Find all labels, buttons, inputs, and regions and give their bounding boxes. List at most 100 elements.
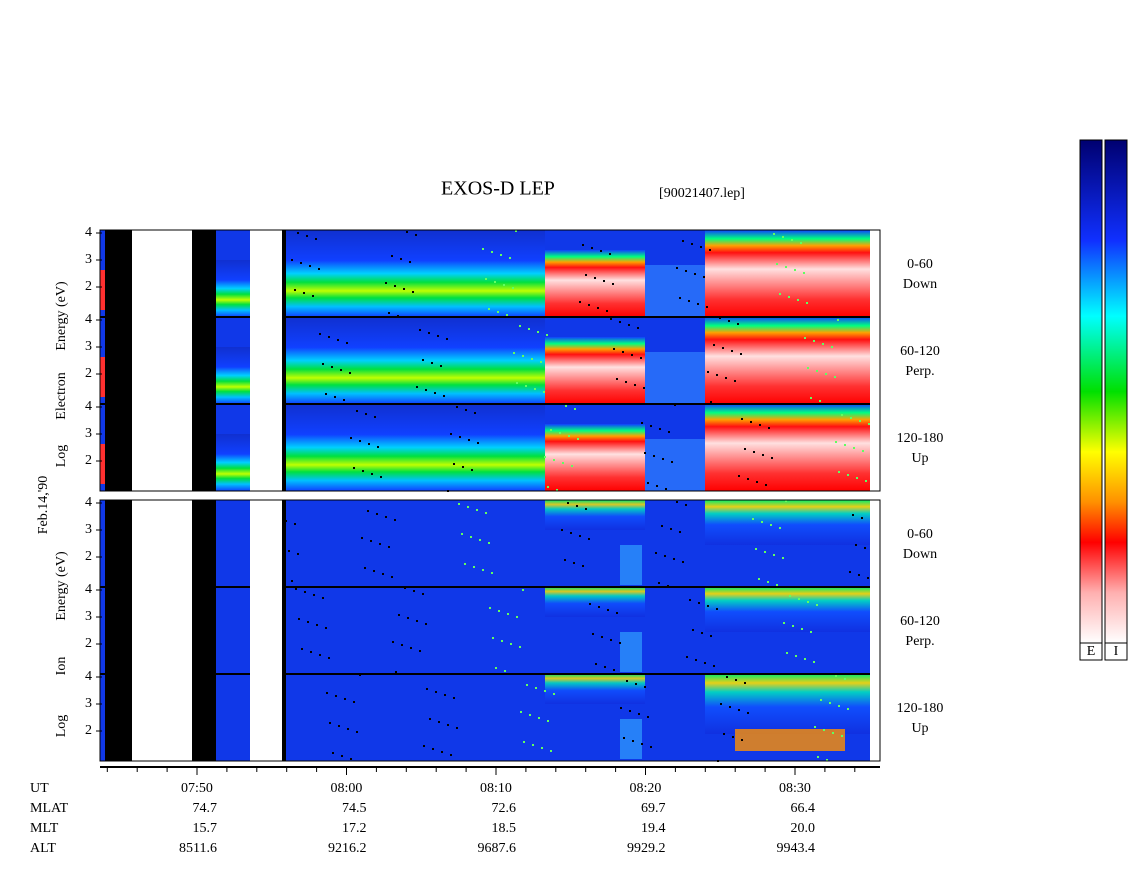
spectrogram-noise	[294, 523, 296, 525]
spectrogram-noise	[416, 386, 418, 388]
spectrogram-noise	[686, 656, 688, 658]
ephemeris-value: 20.0	[791, 821, 816, 836]
spectrogram-noise	[370, 540, 372, 542]
spectrogram-noise	[576, 505, 578, 507]
spectrogram-noise	[594, 277, 596, 279]
spectrogram-noise	[813, 340, 815, 342]
spectrogram-noise	[300, 262, 302, 264]
spectrogram-noise	[776, 584, 778, 586]
spectrogram-noise	[513, 352, 515, 354]
spectrogram-noise	[762, 454, 764, 456]
spectrogram-noise	[658, 582, 660, 584]
spectrogram-noise	[861, 517, 863, 519]
ephemeris-value: 72.6	[492, 801, 517, 816]
spectrogram-noise	[491, 251, 493, 253]
spectrogram-noise	[328, 336, 330, 338]
spectrogram-noise	[773, 233, 775, 235]
spectrogram-noise	[297, 232, 299, 234]
spectrogram-noise	[538, 717, 540, 719]
spectrogram-noise	[804, 658, 806, 660]
spectrogram-noise	[707, 371, 709, 373]
spectrogram-noise	[834, 376, 836, 378]
spectrogram-noise	[792, 625, 794, 627]
spectrogram-noise	[382, 573, 384, 575]
spectrogram-noise	[423, 745, 425, 747]
spectrogram-noise	[767, 581, 769, 583]
spectrogram-noise	[755, 548, 757, 550]
spectrogram-noise	[359, 440, 361, 442]
spectrogram-noise	[425, 623, 427, 625]
spectrogram-noise	[826, 759, 828, 761]
spectrogram-noise	[476, 509, 478, 511]
spectrogram-mid	[645, 265, 705, 317]
spectrogram-noise	[380, 476, 382, 478]
ephemeris-name: MLT	[30, 821, 59, 836]
x-tick-label: 08:30	[779, 781, 811, 796]
spectrogram-noise	[401, 644, 403, 646]
band-range: 0-60	[907, 257, 933, 272]
spectrogram-noise	[337, 339, 339, 341]
spectrogram-noise	[568, 435, 570, 437]
spectrogram-noise	[810, 397, 812, 399]
ephemeris-value: 9943.4	[777, 841, 816, 856]
spectrogram-noise	[798, 598, 800, 600]
spectrogram-noise	[838, 471, 840, 473]
ephemeris-value: 74.5	[342, 801, 367, 816]
spectrogram-noise	[650, 425, 652, 427]
band-range: 0-60	[907, 527, 933, 542]
band-direction: Perp.	[905, 364, 934, 379]
spectrogram-noise	[565, 405, 567, 407]
spectrogram-noise	[515, 230, 517, 232]
spectrogram-noise	[782, 557, 784, 559]
spectrogram-noise	[640, 357, 642, 359]
y-tick-label: 2	[85, 453, 92, 468]
data-gap	[192, 500, 216, 761]
spectrogram-noise	[607, 609, 609, 611]
spectrogram-noise	[765, 484, 767, 486]
spectrogram-noise	[503, 284, 505, 286]
spectrogram-noise	[735, 679, 737, 681]
spectrogram-noise	[543, 391, 545, 393]
spectrogram-noise	[644, 452, 646, 454]
spectrogram-noise	[561, 529, 563, 531]
spectrogram-noise	[795, 655, 797, 657]
panel-frame	[99, 499, 881, 762]
spectrogram-noise	[855, 544, 857, 546]
spectrogram-noise	[662, 458, 664, 460]
spectrogram-noise	[571, 465, 573, 467]
spectrogram-noise	[303, 292, 305, 294]
spectrogram-noise	[582, 244, 584, 246]
spectrogram-noise	[309, 265, 311, 267]
spectrogram-noise	[622, 351, 624, 353]
data-gap	[870, 230, 880, 491]
spectrogram-noise	[697, 303, 699, 305]
spectrogram-noise	[450, 754, 452, 756]
spectrogram-noise	[620, 707, 622, 709]
spectrogram-noise	[488, 542, 490, 544]
spectrogram-noise	[647, 716, 649, 718]
colorbar	[1104, 139, 1128, 644]
spectrogram-noise	[644, 686, 646, 688]
spectrogram-noise	[588, 538, 590, 540]
spectrogram-noise	[661, 525, 663, 527]
y-axis-label: Electron	[54, 372, 69, 419]
spectrogram-noise	[653, 455, 655, 457]
spectrogram-noise	[403, 288, 405, 290]
spectrogram-noise	[479, 539, 481, 541]
spectrogram-noise	[574, 408, 576, 410]
date: Feb.14,'90	[36, 476, 51, 535]
spectrogram-noise	[322, 363, 324, 365]
spectrogram-noise	[416, 620, 418, 622]
spectrogram-noise	[867, 577, 869, 579]
spectrogram-noise	[619, 321, 621, 323]
spectrogram-noise	[716, 608, 718, 610]
spectrogram-noise	[443, 395, 445, 397]
spectrogram-noise	[362, 470, 364, 472]
spectrogram-noise	[647, 482, 649, 484]
spectrogram-noise	[779, 293, 781, 295]
spectrogram-noise	[716, 374, 718, 376]
spectrogram-noise	[307, 621, 309, 623]
spectrogram-noise	[395, 671, 397, 673]
spectrogram-noise	[638, 713, 640, 715]
spectrogram-mid	[620, 545, 642, 585]
